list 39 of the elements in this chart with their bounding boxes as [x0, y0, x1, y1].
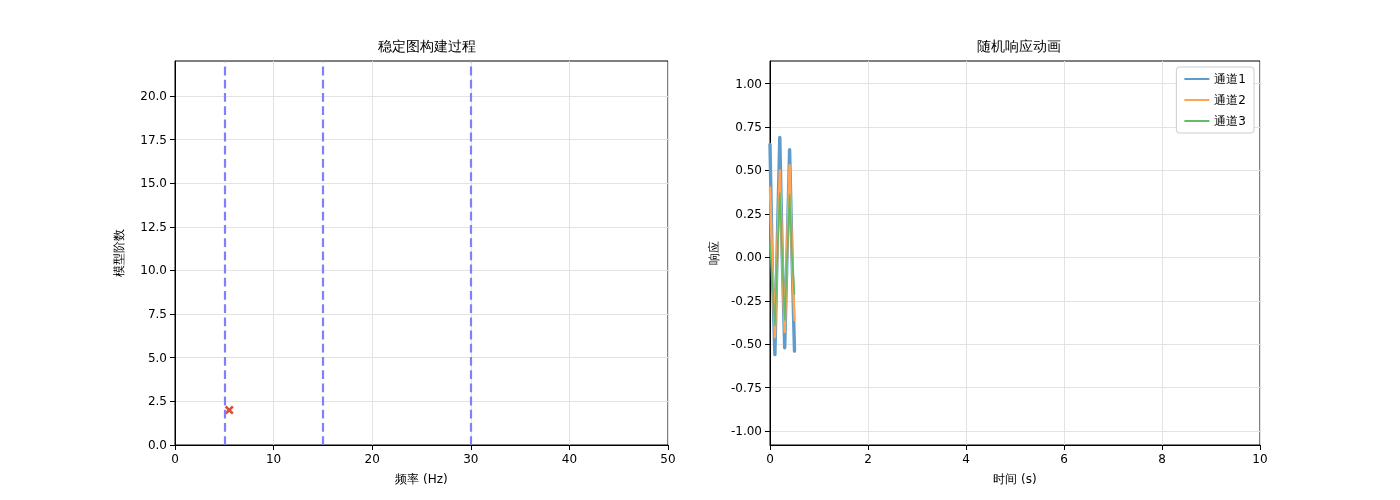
- x-axis-title: 时间 (s): [993, 472, 1037, 486]
- x-tick-label: 50: [660, 452, 676, 466]
- x-tick-label: 2: [864, 452, 872, 466]
- x-tick-label: 6: [1060, 452, 1068, 466]
- y-tick-label: 20.0: [140, 88, 167, 103]
- y-tick-label: 0.00: [735, 250, 762, 265]
- y-tick-label: 15.0: [140, 176, 167, 191]
- x-tick-label: 10: [265, 452, 282, 466]
- chart-title: 随机响应动画: [976, 38, 1061, 54]
- y-tick-label: 0.75: [735, 120, 762, 135]
- y-tick-label: -0.50: [730, 337, 762, 352]
- y-tick-label: -1.00: [730, 424, 762, 439]
- x-tick-label: 4: [962, 452, 970, 466]
- y-tick-label: -0.25: [730, 293, 762, 308]
- x-tick-label: 0: [171, 452, 179, 466]
- y-tick-label: 1.00: [735, 76, 762, 91]
- y-tick-label: -0.75: [730, 380, 762, 395]
- x-tick-label: 20: [364, 452, 380, 466]
- y-tick-label: 10.0: [140, 263, 167, 278]
- y-tick-label: 7.5: [147, 307, 167, 322]
- x-tick-label: 10: [1252, 452, 1268, 466]
- y-tick-label: 5.0: [147, 350, 167, 365]
- y-tick-label: 0.25: [735, 206, 762, 221]
- y-tick-label: 2.5: [147, 394, 167, 409]
- y-tick-label: 17.5: [140, 132, 167, 147]
- x-axis-title: 频率 (Hz): [395, 472, 448, 486]
- legend-label: 通道1: [1214, 72, 1247, 86]
- legend-label: 通道2: [1214, 93, 1247, 107]
- x-tick-label: 8: [1158, 452, 1166, 466]
- x-tick-label: 30: [463, 452, 479, 466]
- legend-label: 通道3: [1214, 114, 1247, 128]
- chart-title: 稳定图构建过程: [377, 38, 476, 54]
- x-tick-label: 40: [561, 452, 578, 466]
- y-tick-label: 0.50: [735, 163, 762, 178]
- x-tick-label: 0: [766, 452, 774, 466]
- y-axis-title: 响应: [707, 241, 721, 265]
- y-tick-label: 0.0: [147, 438, 167, 452]
- y-axis-title: 模型阶数: [112, 229, 126, 277]
- y-tick-label: 12.5: [140, 219, 167, 234]
